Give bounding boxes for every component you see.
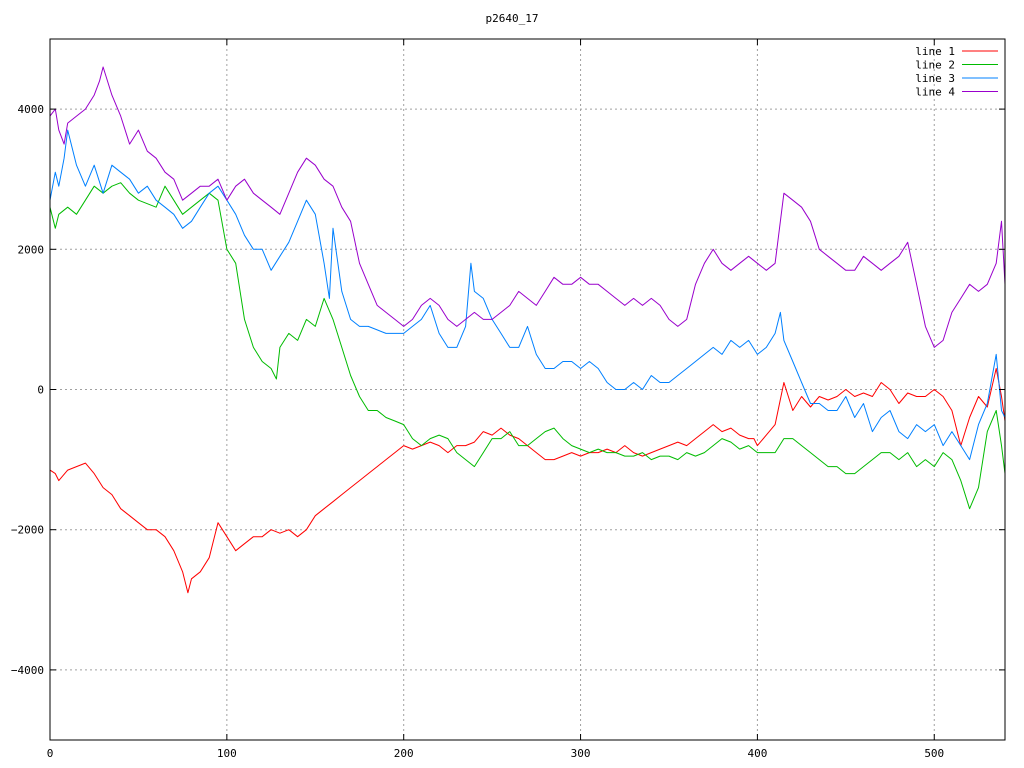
- legend-label-1: line 1: [915, 45, 955, 58]
- series-group: [49, 66, 1006, 594]
- chart-title: p2640_17: [486, 12, 539, 25]
- y-tick-label: 2000: [18, 243, 45, 256]
- series-line-1: [49, 368, 1006, 594]
- y-tick-label: 0: [37, 384, 44, 397]
- grid: [50, 39, 1005, 740]
- legend-label-4: line 4: [915, 86, 955, 99]
- y-tick-label: 4000: [18, 103, 45, 116]
- y-tick-label: −4000: [11, 664, 44, 677]
- legend-label-3: line 3: [915, 72, 955, 85]
- x-tick-label: 200: [394, 747, 414, 760]
- x-tick-label: 300: [571, 747, 591, 760]
- x-tick-label: 400: [747, 747, 767, 760]
- legend-label-2: line 2: [915, 59, 955, 72]
- x-tick-label: 100: [217, 747, 237, 760]
- axis-ticks: 0 100 200 300 400 500 −4000 −2000 0 2000 4000: [11, 39, 1005, 760]
- series-line-4: [49, 66, 1006, 348]
- x-tick-label: 0: [47, 747, 54, 760]
- series-line-3: [49, 129, 1006, 461]
- y-tick-label: −2000: [11, 524, 44, 537]
- series-line-2: [49, 182, 1006, 510]
- x-tick-label: 500: [924, 747, 944, 760]
